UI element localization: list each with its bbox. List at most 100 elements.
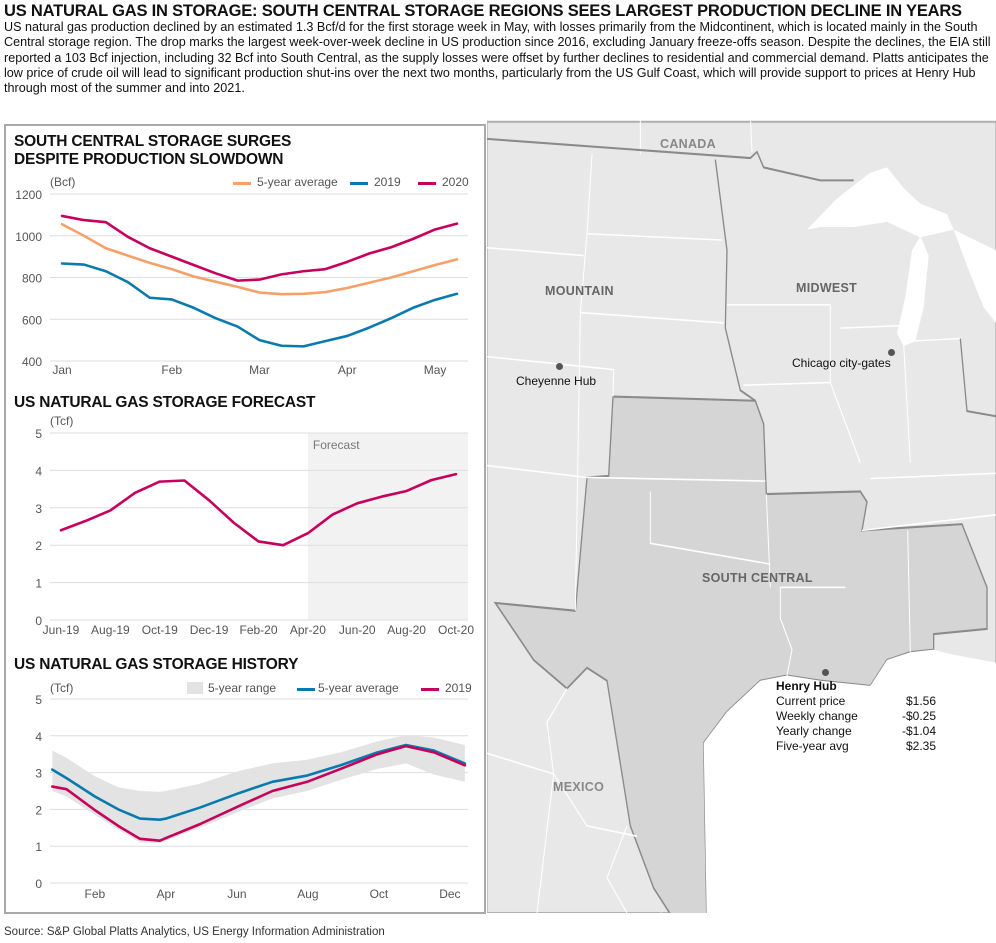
- state-borders: [487, 115, 996, 913]
- forecast-region: [307, 433, 468, 620]
- lake-superior: [807, 167, 954, 238]
- y-tick-label: 3: [35, 502, 42, 516]
- source-note: Source: S&P Global Platts Analytics, US …: [4, 926, 385, 938]
- chart1-title-line2: DESPITE PRODUCTION SLOWDOWN: [14, 151, 284, 168]
- charts-panel: [4, 124, 486, 914]
- x-tick-label: Aug-20: [387, 623, 426, 637]
- legend-item-2019: 2019: [350, 175, 401, 189]
- legend-swatch: [350, 182, 368, 185]
- cheyenne-hub-marker[interactable]: [556, 363, 563, 370]
- row-label: Current price: [776, 694, 846, 708]
- forecast-label: Forecast: [313, 438, 360, 452]
- henry-row: Current price $1.56: [776, 694, 936, 709]
- row-label: Weekly change: [776, 709, 858, 723]
- row-value: $2.35: [905, 739, 936, 753]
- x-tick-label: Mar: [249, 363, 270, 377]
- us-map: [487, 115, 996, 913]
- legend-swatch: [233, 182, 251, 185]
- henry-row: Five-year avg $2.35: [776, 739, 936, 754]
- five-year-range-band: [52, 735, 465, 844]
- henry-hub-info: Henry Hub Current price $1.56 Weekly chan…: [776, 679, 936, 754]
- x-tick-label: Feb: [85, 887, 106, 901]
- lake-michigan: [897, 235, 929, 347]
- y-tick-label: 1200: [15, 188, 42, 202]
- y-tick-label: 2: [35, 539, 42, 553]
- y-tick-label: 0: [35, 877, 42, 891]
- y-tick-label: 400: [22, 355, 42, 369]
- series-line-2020: [60, 214, 459, 282]
- page-title: US NATURAL GAS IN STORAGE: SOUTH CENTRAL…: [4, 2, 962, 20]
- row-value: -$1.04: [901, 724, 936, 738]
- y-tick-label: 3: [35, 767, 42, 781]
- series-line-5-year-average: [60, 222, 459, 296]
- henry-hub-marker[interactable]: [822, 669, 829, 676]
- legend-label: 5-year average: [318, 681, 399, 695]
- x-tick-label: Oct: [370, 887, 389, 901]
- row-label: Yearly change: [776, 724, 852, 738]
- chart3-unit: (Tcf): [50, 681, 74, 695]
- x-tick-label: Aug: [297, 887, 318, 901]
- legend-item-2019: 2019: [421, 681, 472, 695]
- y-tick-label: 800: [22, 272, 42, 286]
- x-tick-label: Dec-19: [190, 623, 229, 637]
- series-line-5-year-average: [50, 743, 467, 822]
- henry-row: Yearly change -$1.04: [776, 724, 936, 739]
- legend-swatch: [421, 688, 439, 691]
- y-tick-label: 1: [35, 577, 42, 591]
- x-tick-label: May: [424, 363, 447, 377]
- row-value: $1.56: [905, 694, 936, 708]
- henry-hub-title: Henry Hub: [776, 679, 837, 693]
- series-line-2019: [50, 744, 467, 842]
- legend-swatch: [187, 682, 203, 694]
- borders-dark: [487, 137, 996, 418]
- region-label-south-central: SOUTH CENTRAL: [702, 571, 813, 585]
- y-tick-label: 5: [35, 693, 42, 707]
- region-label-canada: CANADA: [660, 137, 716, 151]
- lake-huron: [953, 229, 996, 323]
- region-label-midwest: MIDWEST: [796, 281, 858, 295]
- legend-item-5yr-avg: 5-year average: [233, 175, 338, 189]
- x-tick-label: Apr: [338, 363, 357, 377]
- y-tick-label: 4: [35, 730, 42, 744]
- cheyenne-hub-label: Cheyenne Hub: [516, 374, 597, 388]
- intro-paragraph: US natural gas production declined by an…: [4, 20, 991, 96]
- x-tick-label: Apr: [157, 887, 176, 901]
- x-tick-label: Jun-20: [339, 623, 376, 637]
- y-tick-label: 1: [35, 840, 42, 854]
- legend-label: 2020: [442, 175, 469, 189]
- gulf-of-mexico: [697, 649, 996, 913]
- y-tick-label: 1000: [15, 230, 42, 244]
- y-tick-label: 600: [22, 313, 42, 327]
- henry-row: Weekly change -$0.25: [776, 709, 936, 724]
- x-tick-label: Jan: [52, 363, 71, 377]
- y-tick-label: 5: [35, 427, 42, 441]
- x-tick-label: Dec: [439, 887, 460, 901]
- x-tick-label: Jun: [227, 887, 246, 901]
- chart2-unit: (Tcf): [50, 414, 74, 428]
- row-value: -$0.25: [901, 709, 936, 723]
- legend-label: 2019: [445, 681, 472, 695]
- legend-item-5yr-avg: 5-year average: [297, 681, 399, 695]
- chart1-title-line1: SOUTH CENTRAL STORAGE SURGES: [14, 133, 292, 150]
- legend-item-2020: 2020: [418, 175, 469, 189]
- x-tick-label: Oct-19: [142, 623, 178, 637]
- chicago-hub-label: Chicago city-gates: [792, 356, 891, 370]
- x-tick-label: Oct-20: [438, 623, 474, 637]
- row-label: Five-year avg: [776, 739, 849, 753]
- y-tick-label: 4: [35, 464, 42, 478]
- legend-swatch: [297, 688, 315, 691]
- chart3-title: US NATURAL GAS STORAGE HISTORY: [14, 656, 299, 673]
- chicago-hub-marker[interactable]: [888, 349, 895, 356]
- legend-label: 5-year average: [257, 175, 338, 189]
- chart2-title: US NATURAL GAS STORAGE FORECAST: [14, 394, 316, 411]
- x-tick-label: Feb-20: [239, 623, 277, 637]
- region-label-mexico: MEXICO: [553, 780, 605, 794]
- region-label-mountain: MOUNTAIN: [545, 284, 614, 298]
- legend-swatch: [418, 182, 436, 185]
- legend-label: 5-year range: [208, 681, 277, 695]
- x-tick-label: Jun-19: [43, 623, 80, 637]
- y-tick-label: 0: [35, 614, 42, 628]
- chart1-title: SOUTH CENTRAL STORAGE SURGES DESPITE PRO…: [14, 133, 291, 169]
- x-tick-label: Aug-19: [91, 623, 130, 637]
